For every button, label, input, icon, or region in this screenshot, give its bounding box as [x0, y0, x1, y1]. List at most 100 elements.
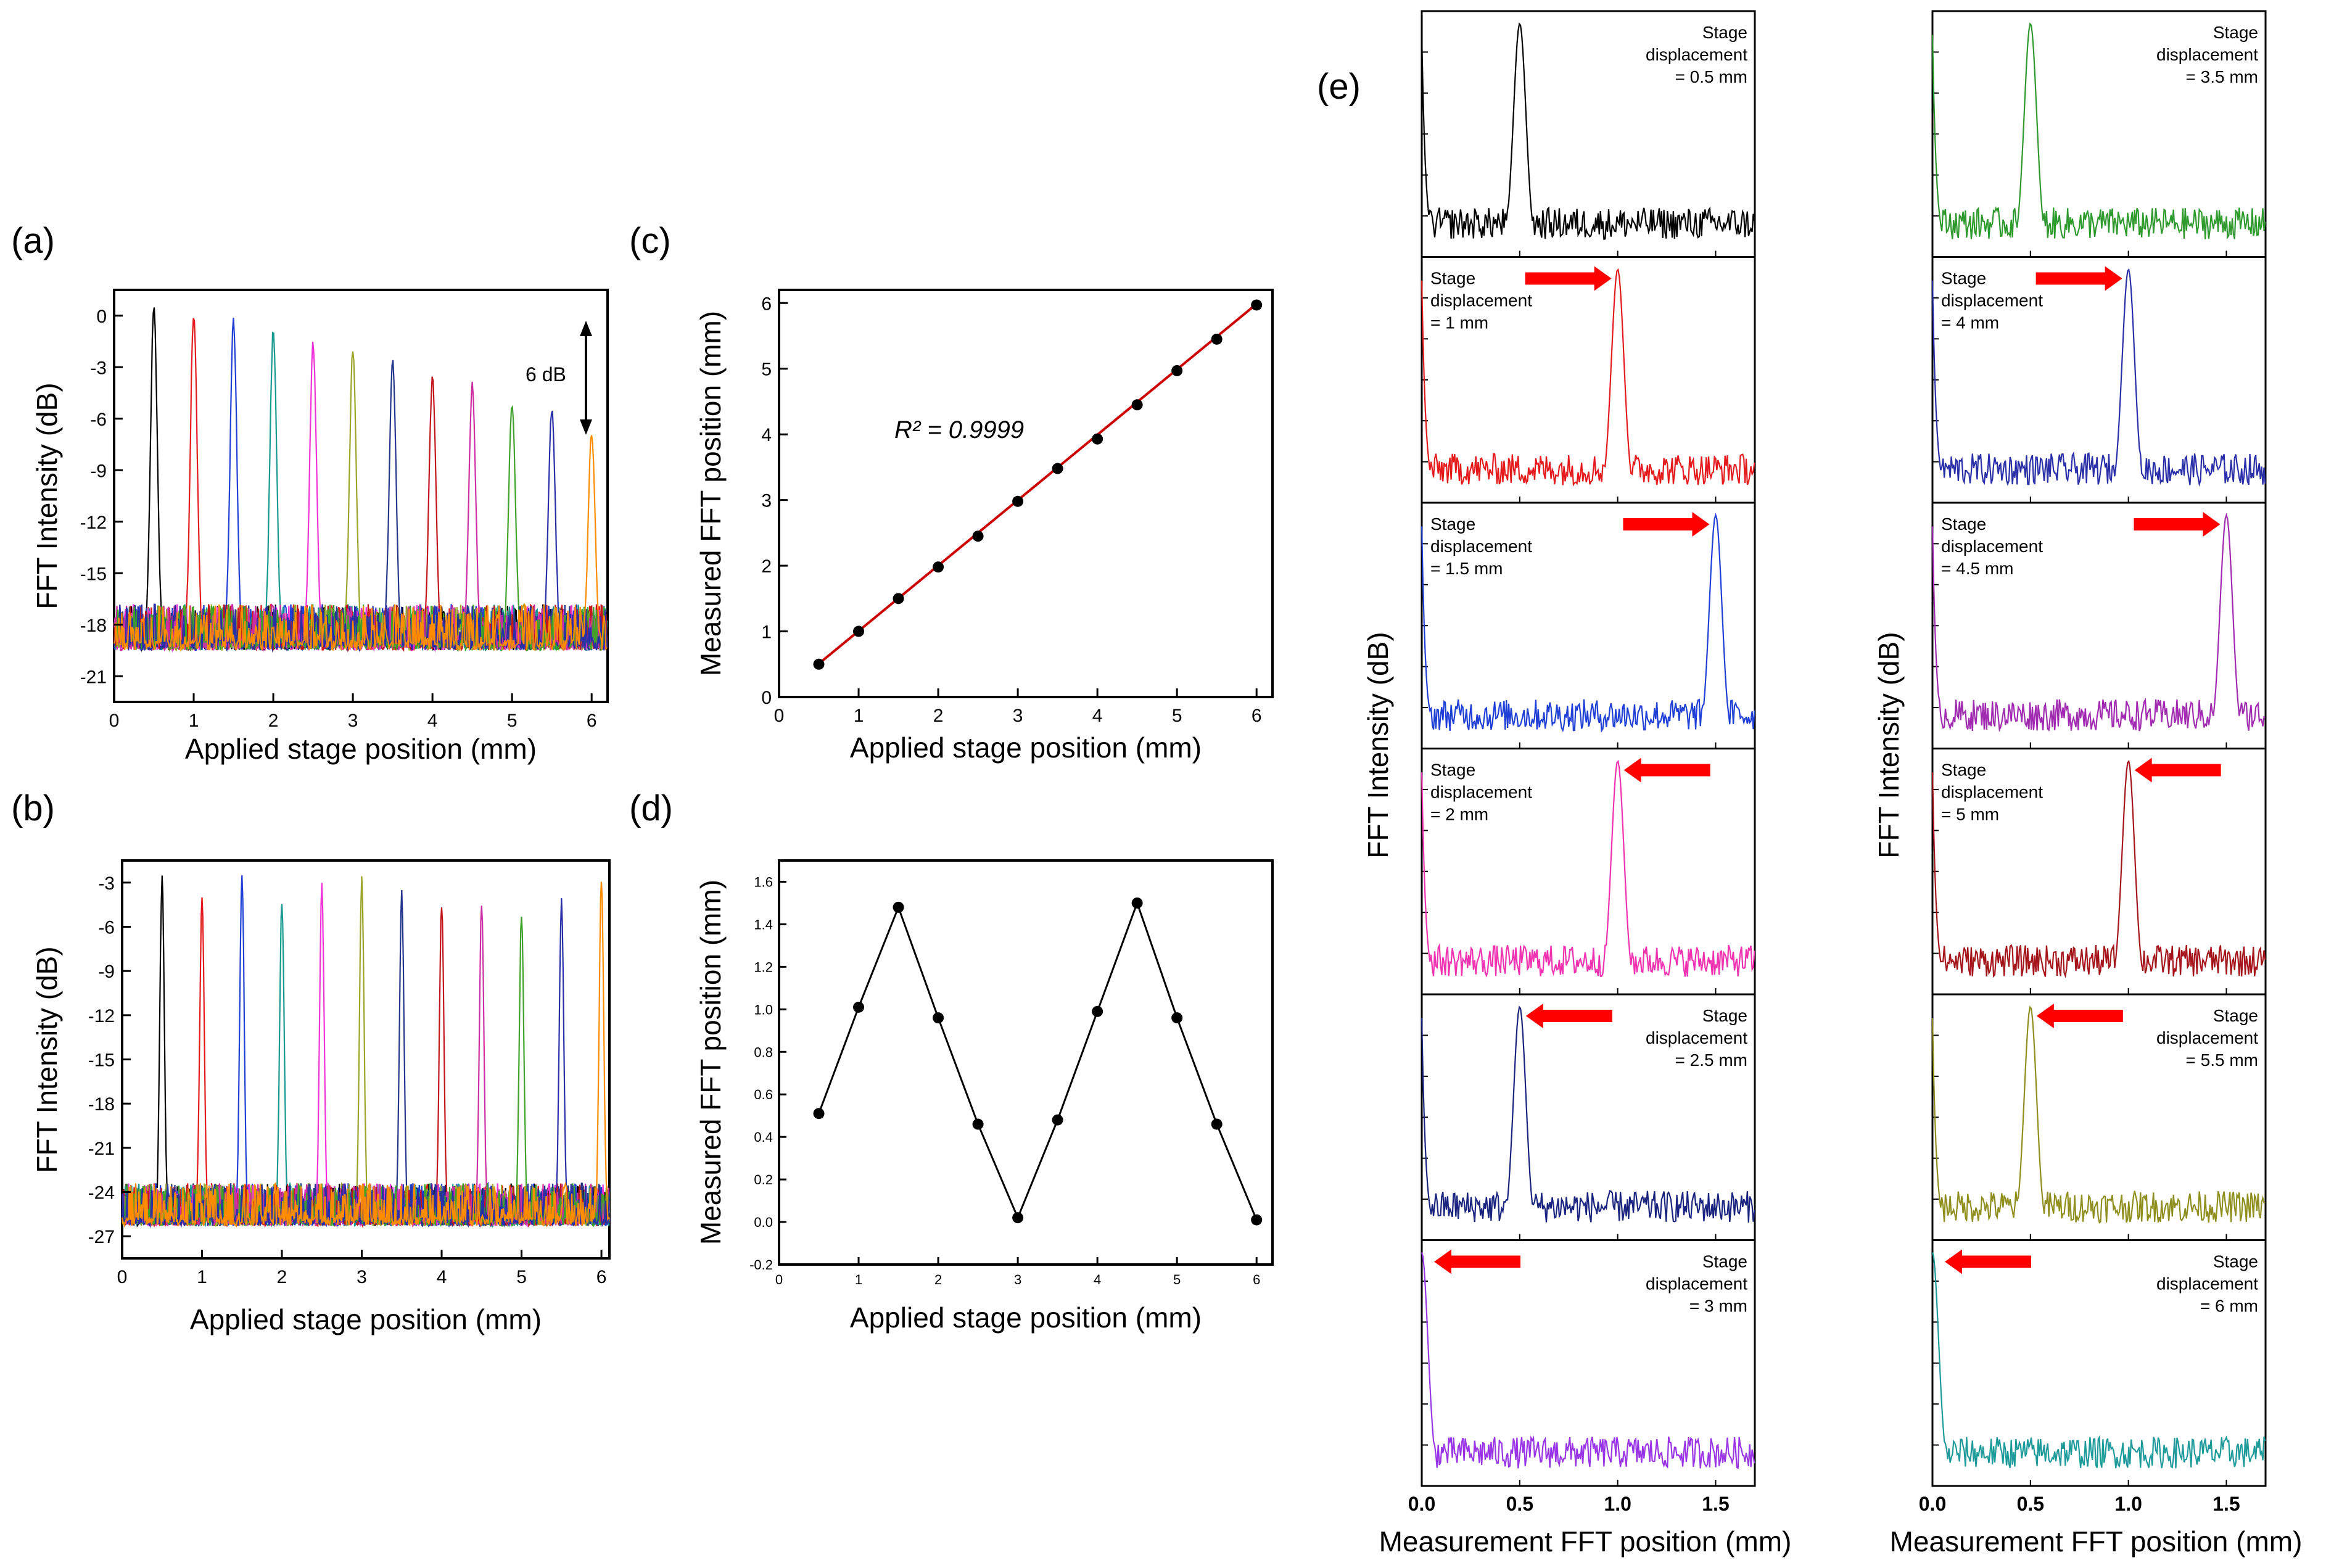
y-tick-label: 6: [761, 294, 772, 314]
panel-b-label: (b): [11, 788, 55, 828]
panel-a-yticks: 0 -3 -6 -9 -12 -15 -18 -21: [80, 307, 123, 687]
stage-label: Stage: [1941, 761, 1986, 780]
x-tick-label: 0: [117, 1267, 128, 1287]
displacement-label: displacement: [1941, 537, 2043, 556]
y-tick-label: -6: [90, 410, 107, 430]
displacement-value: = 3 mm: [1689, 1297, 1747, 1316]
y-tick-label: 1.0: [754, 1002, 773, 1017]
displacement-label: displacement: [1646, 1028, 1747, 1047]
x-tick-label: 6: [1253, 1272, 1260, 1287]
panel-c-plot: [813, 299, 1263, 670]
x-tick-label: 6: [587, 711, 597, 731]
fft-spectrum: [1931, 1005, 2266, 1224]
subplot: Stage displacement = 1.5 mm: [1421, 501, 1756, 749]
x-tick-label: 0.5: [1506, 1493, 1533, 1515]
panel-e-left-xlabel: Measurement FFT position (mm): [1379, 1525, 1792, 1558]
shift-arrow: [2134, 512, 2221, 537]
x-tick-label: 3: [1013, 706, 1023, 726]
data-point: [972, 1118, 984, 1130]
panel-e-left-ylabel: FFT Intensity (dB): [1362, 632, 1394, 858]
data-point: [813, 1108, 825, 1120]
displacement-value: = 4 mm: [1941, 313, 1999, 332]
x-tick-label: 6: [596, 1267, 607, 1287]
fft-spectrum: [1931, 268, 2266, 487]
shift-arrow: [2035, 266, 2122, 291]
x-tick-label: 1: [855, 1272, 862, 1287]
linear-fit-line: [818, 303, 1258, 665]
x-tick-label: 3: [357, 1267, 367, 1287]
shift-arrow: [1525, 266, 1612, 291]
y-tick-label: -18: [88, 1094, 115, 1115]
x-tick-label: 5: [516, 1267, 527, 1287]
fft-spectrum: [1421, 1252, 1755, 1469]
y-tick-label: -18: [80, 616, 107, 636]
data-point: [1052, 463, 1063, 474]
data-point: [933, 561, 944, 573]
x-tick-label: 1.5: [2213, 1493, 2240, 1515]
y-tick-label: 0.0: [754, 1215, 773, 1230]
data-point: [1052, 1114, 1063, 1126]
stage-label: Stage: [2213, 1006, 2258, 1025]
panel-b-ylabel: FFT Intensity (dB): [31, 946, 63, 1173]
panel-a-xlabel: Applied stage position (mm): [185, 733, 537, 765]
shift-arrow: [1623, 757, 1710, 783]
displacement-value: = 2.5 mm: [1675, 1050, 1747, 1070]
displacement-value: = 5 mm: [1941, 805, 1999, 824]
panel-c: (c) 0 1 2 3 4 5 6 0 1 2 3 4 5 6 R² = 0.9999 Applied …: [629, 221, 1274, 764]
x-tick-label: 1: [189, 711, 199, 731]
panel-a-label: (a): [11, 221, 55, 261]
data-point: [1211, 333, 1223, 345]
data-point: [972, 530, 984, 542]
panel-a-xticks: 0 1 2 3 4 5 6: [109, 693, 597, 731]
panel-b-plot: [121, 875, 611, 1229]
stage-label: Stage: [1430, 269, 1475, 288]
subplot: Stage displacement = 1 mm: [1421, 256, 1756, 504]
data-point: [813, 658, 825, 670]
y-tick-label: 1.6: [754, 874, 773, 889]
y-tick-label: -9: [98, 962, 115, 982]
y-tick-label: -15: [88, 1050, 115, 1071]
y-tick-label: -12: [80, 513, 107, 533]
spectrum-series: [113, 341, 608, 653]
x-tick-label: 4: [437, 1267, 447, 1287]
subplot: Stage displacement = 2.5 mm: [1421, 993, 1756, 1241]
y-tick-label: 0.8: [754, 1044, 773, 1060]
y-tick-label: -0.2: [749, 1257, 773, 1273]
data-point: [1251, 1214, 1263, 1226]
x-tick-label: 4: [427, 711, 438, 731]
subplot: Stage displacement = 3.5 mm: [1931, 10, 2267, 258]
displacement-value: = 3.5 mm: [2186, 67, 2258, 86]
panel-b-xticks: 0 1 2 3 4 5 6: [117, 1250, 607, 1287]
y-tick-label: -3: [90, 358, 107, 378]
x-tick-label: 0.5: [2017, 1493, 2044, 1515]
y-tick-label: 1.2: [754, 959, 773, 975]
displacement-value: = 2 mm: [1430, 805, 1488, 824]
data-point: [1012, 1212, 1024, 1224]
spectrum-series: [121, 876, 611, 1228]
six-db-label: 6 dB: [526, 363, 566, 386]
x-tick-label: 3: [1014, 1272, 1021, 1287]
shift-arrow: [1434, 1249, 1520, 1274]
displacement-value: = 1 mm: [1430, 313, 1488, 332]
fft-spectrum: [1931, 513, 2266, 732]
fft-spectrum: [1421, 268, 1755, 487]
x-tick-label: 0.0: [1919, 1493, 1946, 1515]
subplot: Stage displacement = 6 mm: [1931, 1239, 2267, 1487]
shift-arrow: [1945, 1249, 2031, 1274]
panel-b-yticks: -3 -6 -9 -12 -15 -18 -21 -24 -27: [88, 873, 131, 1247]
fft-spectrum: [1421, 22, 1755, 241]
x-tick-label: 4: [1094, 1272, 1101, 1287]
y-tick-label: 0.2: [754, 1172, 773, 1187]
displacement-label: displacement: [1941, 783, 2043, 802]
y-tick-label: 1.4: [754, 917, 773, 932]
panel-a-plot: [113, 307, 608, 653]
shift-arrow: [1525, 1004, 1612, 1028]
displacement-value: = 6 mm: [2200, 1297, 2258, 1316]
y-tick-label: 1: [761, 622, 772, 643]
x-tick-label: 1: [854, 706, 864, 726]
subplot: Stage displacement = 3 mm: [1421, 1239, 1756, 1487]
displacement-value: = 4.5 mm: [1941, 559, 2013, 578]
x-tick-label: 0: [775, 1272, 783, 1287]
panel-a-ylabel: FFT Intensity (dB): [31, 382, 63, 609]
data-point: [853, 625, 865, 637]
